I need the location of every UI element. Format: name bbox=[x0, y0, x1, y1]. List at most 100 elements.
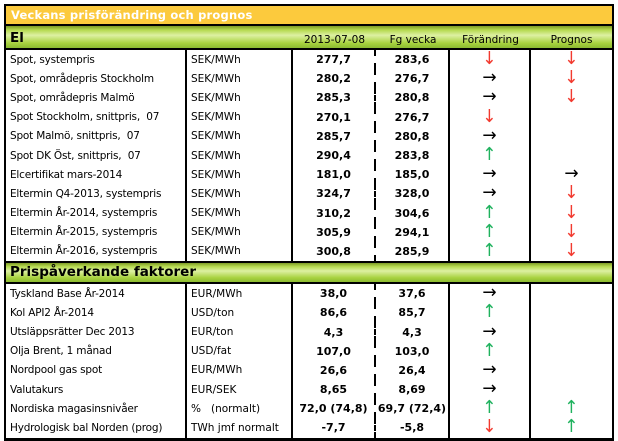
right-arrow-icon: → bbox=[564, 165, 579, 185]
forecast-arrow-cell: ↓ bbox=[531, 223, 612, 242]
value-previous-cell: 280,8 bbox=[376, 88, 450, 108]
forecast-arrow-cell bbox=[531, 108, 612, 127]
value-previous-cell: 8,69 bbox=[376, 380, 450, 400]
value-current-cell: 290,4 bbox=[293, 145, 376, 166]
row-label: Eltermin År-2015, systempris bbox=[6, 222, 187, 242]
forecast-arrow-cell: ↓ bbox=[531, 242, 612, 261]
right-arrow-icon: → bbox=[482, 322, 497, 342]
row-unit: SEK/MWh bbox=[187, 88, 293, 108]
row-unit: EUR/SEK bbox=[187, 380, 293, 400]
forecast-arrow-cell bbox=[531, 284, 612, 303]
row-unit: SEK/MWh bbox=[187, 241, 293, 262]
table-row: Tyskland Base År-2014 EUR/MWh 38,0 37,6 … bbox=[6, 284, 612, 304]
up-arrow-icon: ↑ bbox=[482, 399, 497, 419]
value-current-cell: 38,0 bbox=[293, 284, 376, 304]
forecast-arrow-cell bbox=[531, 342, 612, 361]
change-arrow-cell: → bbox=[450, 126, 531, 146]
row-label: Olja Brent, 1 månad bbox=[6, 341, 187, 361]
forecast-arrow-cell: ↓ bbox=[531, 69, 612, 88]
up-arrow-icon: ↑ bbox=[482, 203, 497, 223]
forecast-arrow-cell bbox=[531, 146, 612, 165]
row-label: Eltermin År-2014, systempris bbox=[6, 203, 187, 223]
down-arrow-icon: ↓ bbox=[564, 184, 579, 204]
down-arrow-icon: ↓ bbox=[564, 241, 579, 262]
up-arrow-icon: ↑ bbox=[564, 399, 579, 419]
value-current-cell: 324,7 bbox=[293, 184, 376, 204]
right-arrow-icon: → bbox=[482, 184, 497, 204]
down-arrow-icon: ↓ bbox=[564, 203, 579, 223]
value-current-cell: 310,2 bbox=[293, 203, 376, 223]
value-previous-cell: 37,6 bbox=[376, 284, 450, 304]
value-current-cell: 285,7 bbox=[293, 126, 376, 146]
table-row: Spot DK Öst, snittpris, 07 SEK/MWh 290,4… bbox=[6, 145, 612, 166]
table-row: Kol API2 År-2014 USD/ton 86,6 85,7 ↑ bbox=[6, 303, 612, 323]
value-current-cell: 107,0 bbox=[293, 341, 376, 361]
row-unit: EUR/MWh bbox=[187, 360, 293, 380]
value-previous-cell: 185,0 bbox=[376, 165, 450, 185]
row-label: Spot Malmö, snittpris, 07 bbox=[6, 126, 187, 146]
forecast-arrow-cell: ↓ bbox=[531, 50, 612, 69]
section-title-factors: Prispåverkande faktorer bbox=[10, 264, 196, 281]
row-unit: EUR/ton bbox=[187, 322, 293, 342]
row-label: Spot, systempris bbox=[6, 50, 187, 70]
change-arrow-cell: → bbox=[450, 284, 531, 304]
value-current-cell: 26,6 bbox=[293, 360, 376, 380]
row-label: Tyskland Base År-2014 bbox=[6, 284, 187, 304]
value-previous-cell: 285,9 bbox=[376, 241, 450, 262]
row-unit: TWh jmf normalt bbox=[187, 418, 293, 438]
up-arrow-icon: ↑ bbox=[482, 222, 497, 242]
down-arrow-icon: ↓ bbox=[564, 222, 579, 242]
forecast-arrow-cell bbox=[531, 303, 612, 322]
table-row: Spot, systempris SEK/MWh 277,7 283,6 ↓ ↓ bbox=[6, 50, 612, 70]
table-row: Elcertifikat mars-2014 SEK/MWh 181,0 185… bbox=[6, 165, 612, 185]
right-arrow-icon: → bbox=[482, 88, 497, 108]
table-row: Hydrologisk bal Norden (prog) TWh jmf no… bbox=[6, 418, 612, 438]
row-unit: SEK/MWh bbox=[187, 222, 293, 242]
table-row: Olja Brent, 1 månad USD/fat 107,0 103,0 … bbox=[6, 341, 612, 361]
value-previous-cell: 276,7 bbox=[376, 69, 450, 89]
change-arrow-cell: → bbox=[450, 69, 531, 89]
table-row: Eltermin År-2016, systempris SEK/MWh 300… bbox=[6, 241, 612, 262]
table-row: Nordpool gas spot EUR/MWh 26,6 26,4 → bbox=[6, 360, 612, 380]
factors-section-rows: Tyskland Base År-2014 EUR/MWh 38,0 37,6 … bbox=[6, 284, 612, 438]
row-label: Valutakurs bbox=[6, 380, 187, 400]
value-current-cell: 300,8 bbox=[293, 241, 376, 262]
value-previous-cell: 283,8 bbox=[376, 145, 450, 166]
value-previous-cell: 283,6 bbox=[376, 50, 450, 70]
forecast-arrow-cell bbox=[531, 361, 612, 380]
value-previous-cell: 276,7 bbox=[376, 107, 450, 127]
change-arrow-cell: → bbox=[450, 360, 531, 380]
section-header-factors: Prispåverkande faktorer bbox=[6, 261, 612, 285]
row-unit: EUR/MWh bbox=[187, 284, 293, 304]
section-title-el: El bbox=[10, 30, 24, 46]
down-arrow-icon: ↓ bbox=[564, 88, 579, 108]
value-previous-cell: 103,0 bbox=[376, 341, 450, 361]
right-arrow-icon: → bbox=[482, 126, 497, 146]
change-arrow-cell: → bbox=[450, 88, 531, 108]
value-current-cell: 277,7 bbox=[293, 50, 376, 70]
table-row: Nordiska magasinsnivåer % (normalt) 72,0… bbox=[6, 399, 612, 419]
section-header-el: El 2013-07-08 Fg vecka Förändring Progno… bbox=[6, 26, 612, 50]
value-previous-cell: 69,7 (72,4) bbox=[376, 399, 450, 419]
column-header-date: 2013-07-08 bbox=[303, 34, 366, 46]
row-unit: % (normalt) bbox=[187, 399, 293, 419]
down-arrow-icon: ↓ bbox=[564, 50, 579, 70]
change-arrow-cell: → bbox=[450, 380, 531, 400]
right-arrow-icon: → bbox=[482, 165, 497, 185]
column-header-change: Förändring bbox=[462, 34, 519, 46]
row-unit: SEK/MWh bbox=[187, 184, 293, 204]
row-label: Hydrologisk bal Norden (prog) bbox=[6, 418, 187, 438]
value-previous-cell: 294,1 bbox=[376, 222, 450, 242]
change-arrow-cell: ↓ bbox=[450, 50, 531, 70]
row-unit: SEK/MWh bbox=[187, 165, 293, 185]
change-arrow-cell: ↓ bbox=[450, 107, 531, 127]
up-arrow-icon: ↑ bbox=[482, 341, 497, 361]
right-arrow-icon: → bbox=[482, 284, 497, 304]
table-title: Veckans prisförändring och prognos bbox=[6, 6, 612, 26]
row-unit: USD/ton bbox=[187, 303, 293, 323]
row-unit: SEK/MWh bbox=[187, 126, 293, 146]
row-label: Spot, områdepris Malmö bbox=[6, 88, 187, 108]
change-arrow-cell: ↓ bbox=[450, 418, 531, 438]
row-label: Utsläppsrätter Dec 2013 bbox=[6, 322, 187, 342]
value-previous-cell: -5,8 bbox=[376, 418, 450, 438]
